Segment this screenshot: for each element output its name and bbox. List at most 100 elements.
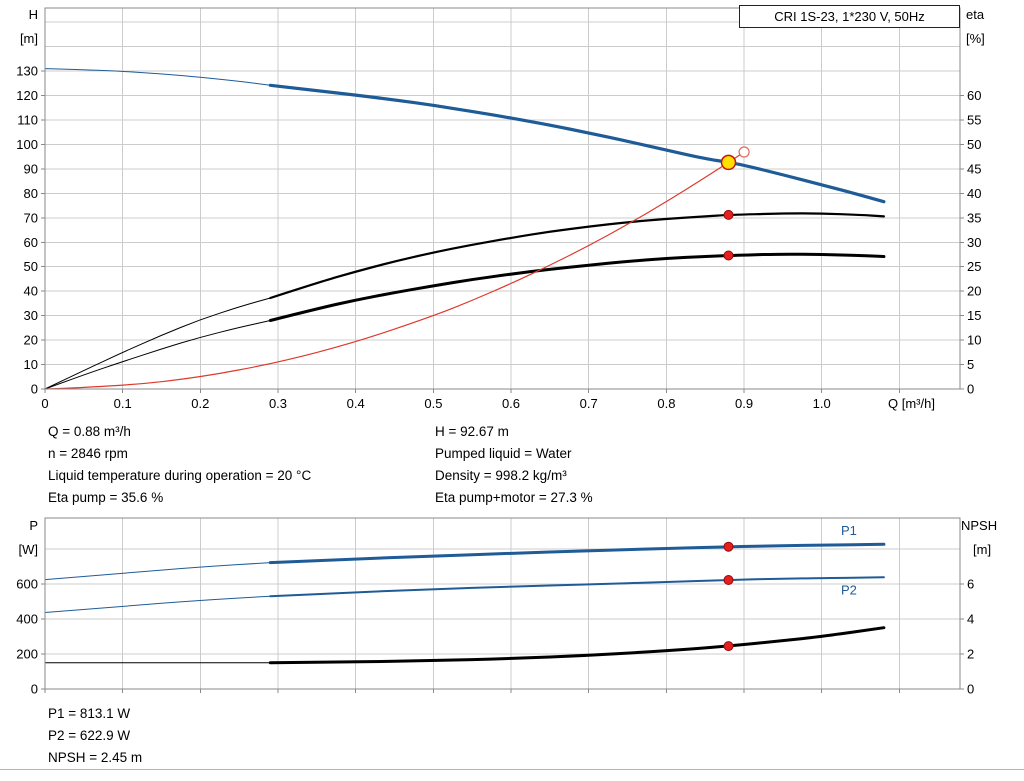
y-left-tick-label: 200 [16, 647, 38, 662]
axis-names: H [m] eta [%] Q [m³/h] [20, 7, 985, 411]
x-tick-label: 0.1 [114, 396, 132, 411]
plot-frame [44, 517, 961, 690]
y-left-tick-label: 20 [24, 333, 38, 348]
p2-curve [269, 576, 885, 598]
y-right-tick-label: 45 [967, 161, 981, 176]
eta-pump-curve [269, 212, 885, 300]
y-left-tick-label: 50 [24, 259, 38, 274]
info-line-liquid: Pumped liquid = Water [435, 446, 572, 461]
info-line-temp: Liquid temperature during operation = 20… [48, 468, 312, 483]
npsh-point [723, 641, 734, 652]
x-tick-label: 0.9 [735, 396, 753, 411]
y-right-axis-unit: [%] [966, 31, 985, 46]
y-left-axis-unit: [W] [19, 542, 39, 557]
y-right-axis-name: eta [966, 7, 985, 22]
pump-title-box: CRI 1S-23, 1*230 V, 50Hz [739, 5, 960, 28]
y-right-tick-label: 60 [967, 88, 981, 103]
y-left-tick-label: 100 [16, 137, 38, 152]
head-curve-thin [44, 68, 271, 86]
p1-curve [268, 542, 886, 565]
info-line-eta-pump: Eta pump = 35.6 % [48, 490, 164, 505]
info-line-density: Density = 998.2 kg/m³ [435, 468, 567, 483]
x-axis-name: Q [m³/h] [888, 396, 935, 411]
eta-pump-motor-point [723, 250, 734, 261]
y-left-tick-label: 70 [24, 210, 38, 225]
eta-pump-motor-curve [268, 252, 886, 322]
tick-marks [41, 583, 964, 693]
y-left-axis-unit: [m] [20, 31, 38, 46]
footer-line-npsh: NPSH = 2.45 m [48, 750, 143, 765]
tick-labels: 0 0.1 0.2 0.3 0.4 0.5 0.6 0.7 0.8 0.9 1.0 0 10 20 30 40… [16, 64, 981, 411]
system-curve [44, 151, 745, 390]
grid [45, 8, 960, 389]
x-tick-label: 0.7 [580, 396, 598, 411]
y-right-tick-label: 5 [967, 357, 974, 372]
head-curve [268, 83, 886, 204]
hq-eta-chart: 0 0.1 0.2 0.3 0.4 0.5 0.6 0.7 0.8 0.9 1.0 0 10 20 30 40… [16, 7, 985, 411]
tick-labels: 0 200 400 600 0 2 4 6 P1 P2 [16, 523, 974, 697]
eta-pump-curve-thin [44, 297, 271, 390]
y-right-tick-label: 2 [967, 647, 974, 662]
p1-label: P1 [841, 523, 857, 538]
tick-marks [41, 70, 964, 393]
y-right-tick-label: 15 [967, 308, 981, 323]
y-left-axis-name: H [29, 7, 38, 22]
info-column-right: H = 92.67 m Pumped liquid = Water Densit… [435, 421, 593, 509]
power-npsh-chart: 0 200 400 600 0 2 4 6 P1 P2 P [W] NPSH [m] [16, 517, 998, 697]
x-tick-label: 0.5 [424, 396, 442, 411]
y-right-tick-label: 10 [967, 333, 981, 348]
x-tick-label: 0.8 [657, 396, 675, 411]
y-right-axis-unit: [m] [973, 542, 991, 557]
info-line-h: H = 92.67 m [435, 424, 509, 439]
y-left-tick-label: 90 [24, 161, 38, 176]
y-right-tick-label: 6 [967, 577, 974, 592]
axis-names: P [W] NPSH [m] [19, 518, 998, 557]
operating-point-info: Q = 0.88 m³/h n = 2846 rpm Liquid temper… [48, 421, 593, 509]
y-left-tick-label: 40 [24, 284, 38, 299]
p2-curve-thin [44, 595, 271, 613]
y-left-tick-label: 10 [24, 357, 38, 372]
y-right-tick-label: 55 [967, 113, 981, 128]
footer-line-p2: P2 = 622.9 W [48, 728, 131, 743]
x-tick-label: 0.6 [502, 396, 520, 411]
y-right-tick-label: 40 [967, 186, 981, 201]
y-left-tick-label: 120 [16, 88, 38, 103]
y-right-tick-label: 4 [967, 612, 974, 627]
y-right-tick-label: 0 [967, 382, 974, 397]
y-right-tick-label: 25 [967, 259, 981, 274]
info-line-rpm: n = 2846 rpm [48, 446, 128, 461]
y-right-axis-name: NPSH [961, 518, 997, 533]
duty-point [720, 154, 737, 171]
system-curve-end-point [738, 146, 750, 158]
p1-curve-thin [44, 562, 271, 581]
x-tick-label: 0.4 [347, 396, 365, 411]
y-left-tick-label: 60 [24, 235, 38, 250]
info-column-left: Q = 0.88 m³/h n = 2846 rpm Liquid temper… [48, 421, 435, 509]
bottom-divider [0, 769, 1024, 770]
x-tick-label: 1.0 [813, 396, 831, 411]
npsh-curve [268, 626, 886, 665]
y-left-tick-label: 600 [16, 577, 38, 592]
info-line-q: Q = 0.88 m³/h [48, 424, 131, 439]
y-left-tick-label: 0 [31, 682, 38, 697]
y-left-tick-label: 80 [24, 186, 38, 201]
x-tick-label: 0 [41, 396, 48, 411]
info-line-eta-total: Eta pump+motor = 27.3 % [435, 490, 593, 505]
y-right-tick-label: 50 [967, 137, 981, 152]
footer-line-p1: P1 = 813.1 W [48, 706, 131, 721]
result-values: P1 = 813.1 W P2 = 622.9 W NPSH = 2.45 m [48, 703, 142, 769]
eta-pump-point [723, 209, 734, 220]
y-left-tick-label: 400 [16, 612, 38, 627]
y-right-tick-label: 35 [967, 210, 981, 225]
grid [45, 518, 960, 689]
p2-point [723, 575, 734, 585]
y-right-tick-label: 0 [967, 682, 974, 697]
y-left-tick-label: 110 [17, 113, 38, 128]
p1-point [723, 541, 734, 552]
y-left-tick-label: 130 [16, 64, 38, 79]
y-right-tick-label: 20 [967, 284, 981, 299]
x-tick-label: 0.2 [191, 396, 209, 411]
p2-label: P2 [841, 583, 857, 598]
eta-pump-motor-curve-thin [44, 320, 271, 390]
